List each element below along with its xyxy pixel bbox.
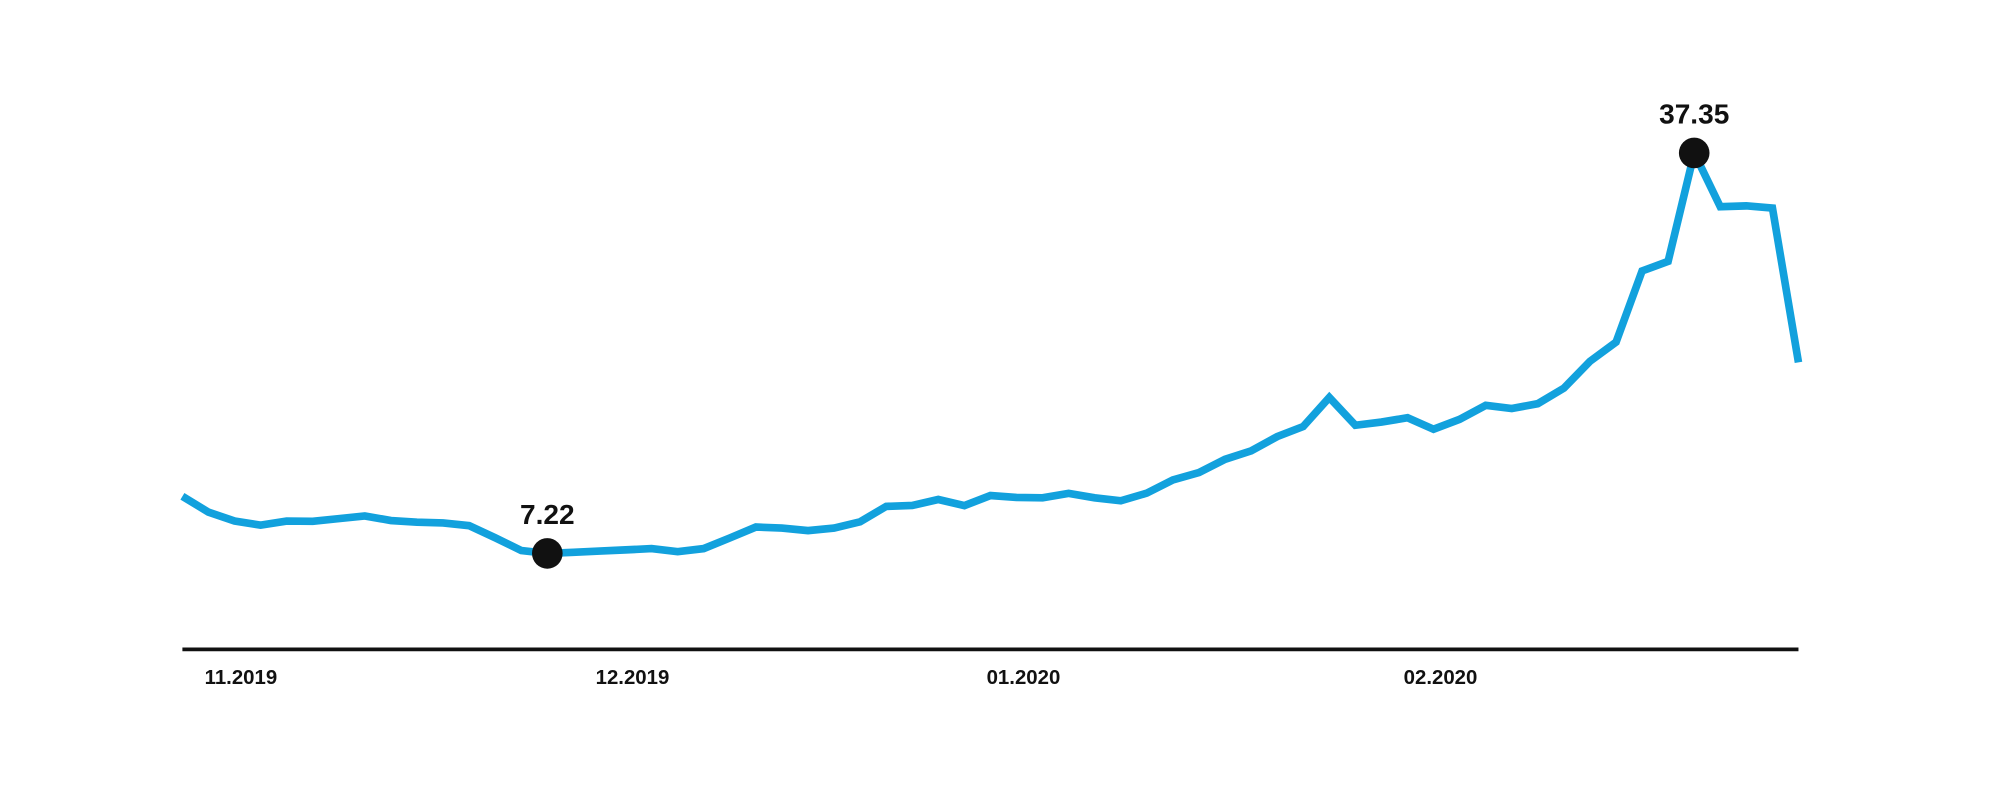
x-tick-label: 01.2020 (987, 667, 1061, 689)
x-tick-label: 11.2019 (205, 667, 278, 689)
x-tick-label: 12.2019 (596, 667, 670, 689)
line (180, 141, 1803, 558)
point-marker (1678, 137, 1710, 169)
value-label: 7.22 (520, 499, 575, 530)
x-tick-label: 02.2020 (1404, 667, 1478, 689)
value-label: 37.35 (1659, 99, 1729, 130)
point-marker (532, 538, 563, 569)
